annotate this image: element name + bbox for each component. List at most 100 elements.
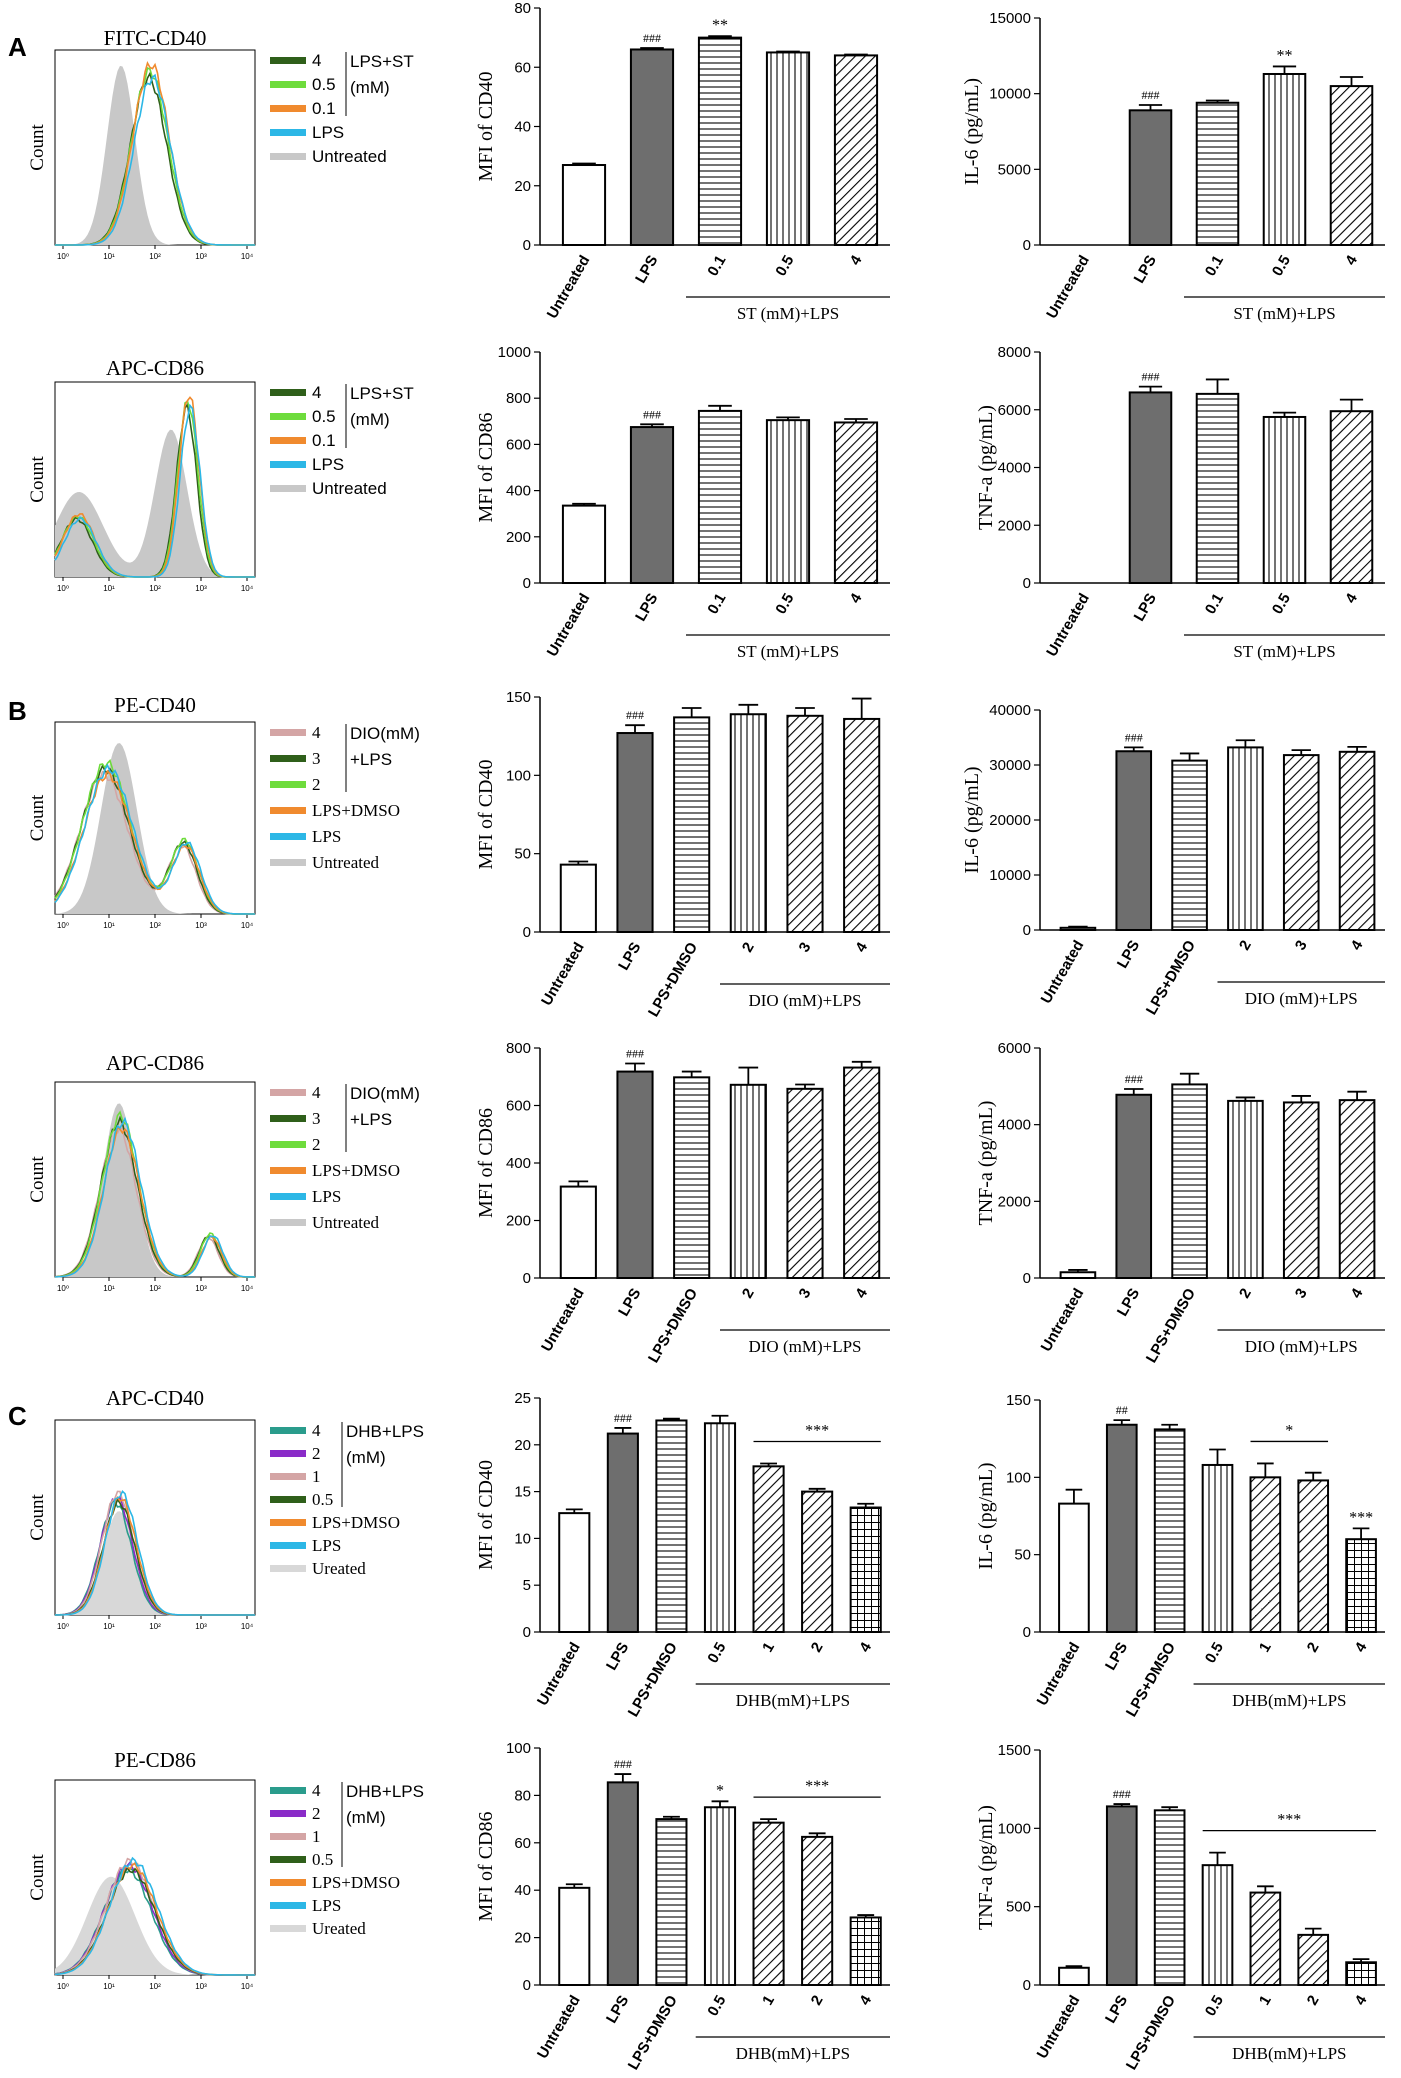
bar-lps-dmso: [655, 1419, 688, 1633]
legend-group-label: DHB+LPS: [346, 1422, 424, 1441]
category-label: LPS+DMSO: [625, 1992, 681, 2073]
y-axis-label: IL-6 (pg/mL): [975, 1462, 997, 1569]
bar-0-1: [697, 36, 743, 246]
legend-swatch: [270, 1810, 306, 1817]
bar-2: [1297, 1933, 1330, 1987]
bar-0-5: [703, 1422, 737, 1633]
histogram-curve-6: [54, 1856, 255, 1976]
histogram-xtick-label: 10²: [149, 1622, 161, 1631]
legend-swatch: [270, 1089, 306, 1096]
y-tick-label: 1000: [998, 1820, 1031, 1837]
histogram-xtick-label: 10³: [195, 1622, 207, 1631]
y-tick-label: 0: [523, 237, 531, 254]
bar-4: [1329, 85, 1374, 246]
category-label: LPS+DMSO: [1123, 1639, 1179, 1720]
legend-label: 4: [312, 383, 321, 402]
y-tick-label: 50: [1014, 1547, 1031, 1564]
category-label: Untreated: [544, 591, 594, 660]
y-axis-label: MFI of CD86: [475, 1108, 497, 1218]
category-label: 0.5: [1269, 591, 1294, 618]
histogram-xtick-label: 10⁴: [241, 1982, 254, 1991]
bar-4: [843, 717, 881, 934]
category-label: LPS: [615, 940, 644, 974]
legend-swatch: [270, 1427, 306, 1434]
bar-untreated: [558, 1512, 591, 1634]
legend-group-label: LPS+ST: [350, 384, 414, 403]
legend-swatch: [270, 859, 306, 866]
bar-lps: [1128, 109, 1173, 246]
bar-4: [849, 1506, 882, 1633]
bar-lps: [1115, 1093, 1153, 1280]
category-label: 4: [1348, 937, 1367, 953]
legend-swatch: [270, 1565, 306, 1572]
y-tick-label: 0: [1023, 1270, 1031, 1287]
bar-4: [843, 1066, 881, 1280]
legend-group-label: DHB+LPS: [346, 1782, 424, 1801]
category-label: 0.5: [704, 1993, 729, 2020]
bar-0-1: [1195, 392, 1240, 584]
legend-swatch: [270, 729, 306, 736]
category-label: Untreated: [538, 1286, 588, 1355]
legend-label: 2: [312, 1804, 321, 1823]
legend-group-label: DIO(mM): [350, 724, 420, 743]
category-label: 0.5: [772, 253, 797, 280]
histogram-xtick-label: 10²: [149, 1982, 161, 1991]
bar-untreated: [561, 504, 607, 584]
bar-chart-dhb-mfi-cd86: 0 20 40 60 80 100 MFI of CD86 Untreated ### LPSLP…: [475, 1740, 890, 2073]
y-tick-label: 20: [514, 1930, 531, 1947]
legend-group-label: (mM): [346, 1808, 386, 1827]
bar-lps: [1115, 750, 1153, 931]
legend-label: Ureated: [312, 1559, 366, 1578]
bar-untreated: [1058, 1966, 1090, 1987]
histogram-xtick-label: 10¹: [103, 921, 115, 930]
bar-lps: [629, 48, 675, 246]
histogram-apc-cd86-dio: APC-CD86 Count 10⁰ 10¹ 10² 10³ 10⁴ 4 3 2 LPS+DMSO L…: [27, 1051, 420, 1293]
category-label: LPS: [1131, 253, 1160, 287]
legend-label: 0.5: [312, 1850, 333, 1869]
y-tick-label: 0: [1023, 1977, 1031, 1994]
legend-label: 0.1: [312, 99, 336, 118]
bar-lps: [616, 1070, 654, 1279]
y-tick-label: 15: [514, 1484, 531, 1501]
legend-swatch: [270, 1856, 306, 1863]
category-label: 0.5: [1202, 1993, 1227, 2020]
legend-label: 1: [312, 1467, 321, 1486]
category-label: LPS+DMSO: [1123, 1992, 1179, 2073]
histogram-xtick-label: 10⁰: [57, 1284, 69, 1293]
bar-lps-dmso: [673, 716, 711, 933]
category-label: Untreated: [1034, 1993, 1084, 2062]
y-tick-label: 40: [514, 119, 531, 136]
y-tick-label: 40: [514, 1882, 531, 1899]
category-label: 0.1: [704, 253, 729, 280]
bar-0-1: [697, 409, 743, 584]
significance-label: ###: [626, 1047, 644, 1061]
histogram-xtick-label: 10³: [195, 584, 207, 593]
significance-label: *: [716, 1782, 724, 1799]
category-label: 4: [1342, 590, 1361, 606]
bar-untreated: [561, 164, 607, 246]
y-tick-label: 500: [1006, 1899, 1031, 1916]
category-label: 4: [856, 1992, 875, 2008]
y-tick-label: 0: [1023, 575, 1031, 592]
category-label: LPS: [632, 591, 661, 625]
category-label: LPS: [1114, 1286, 1143, 1320]
category-label: Untreated: [538, 940, 588, 1009]
y-axis-label: MFI of CD40: [475, 71, 497, 181]
bar-untreated: [559, 1185, 597, 1279]
histogram-curve-1: [55, 71, 255, 246]
category-label: 1: [1256, 1993, 1275, 2009]
bar-0-5: [1201, 1864, 1234, 1987]
y-tick-label: 0: [1023, 237, 1031, 254]
y-tick-label: 10: [514, 1530, 531, 1547]
y-tick-label: 20: [514, 178, 531, 195]
histogram-untreated-area: [55, 743, 255, 914]
histogram-xtick-label: 10³: [195, 252, 207, 261]
significance-label: ###: [1142, 370, 1160, 384]
y-axis-label: IL-6 (pg/mL): [961, 78, 983, 185]
category-label: 0.5: [704, 1640, 729, 1667]
bar-1: [752, 1465, 785, 1633]
histogram-title: APC-CD86: [106, 1051, 204, 1075]
y-tick-label: 8000: [998, 344, 1031, 361]
y-tick-label: 800: [506, 1040, 531, 1057]
category-label: LPS: [1114, 938, 1143, 972]
